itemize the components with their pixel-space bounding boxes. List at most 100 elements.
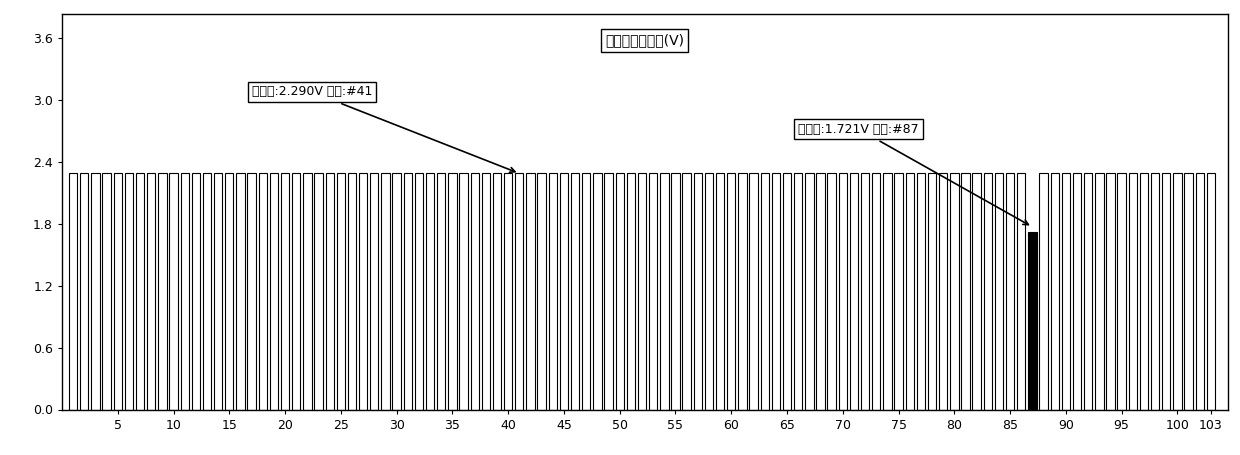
Bar <box>370 173 378 410</box>
Bar <box>337 173 345 410</box>
Bar <box>838 173 847 410</box>
Bar <box>92 173 99 410</box>
Bar <box>448 173 456 410</box>
Bar <box>682 173 691 410</box>
Bar <box>226 173 233 410</box>
Bar <box>660 173 668 410</box>
Bar <box>582 173 590 410</box>
Bar <box>270 173 278 410</box>
Bar <box>1162 173 1171 410</box>
Bar <box>1117 173 1126 410</box>
Bar <box>358 173 367 410</box>
Bar <box>148 173 155 410</box>
Bar <box>515 173 523 410</box>
Bar <box>503 173 512 410</box>
Bar <box>436 173 445 410</box>
Bar <box>994 173 1003 410</box>
Bar <box>704 173 713 410</box>
Bar <box>615 173 624 410</box>
Bar <box>861 173 869 410</box>
Bar <box>1061 173 1070 410</box>
Bar <box>103 173 110 410</box>
Bar <box>392 173 401 410</box>
Bar <box>939 173 947 410</box>
Bar <box>849 173 858 410</box>
Bar <box>883 173 892 410</box>
Bar <box>237 173 244 410</box>
Bar <box>1095 173 1104 410</box>
Bar <box>1073 173 1081 410</box>
Bar <box>181 173 188 410</box>
Bar <box>794 173 802 410</box>
Bar <box>1084 173 1092 410</box>
Bar <box>916 173 925 410</box>
Bar <box>559 173 568 410</box>
Bar <box>170 173 177 410</box>
Bar <box>293 173 300 410</box>
Bar <box>403 173 412 410</box>
Bar <box>872 173 880 410</box>
Bar <box>548 173 557 410</box>
Bar <box>1128 173 1137 410</box>
Bar <box>816 173 825 410</box>
Bar <box>738 173 746 410</box>
Bar <box>1039 173 1048 410</box>
Bar <box>1050 173 1059 410</box>
Bar <box>348 173 356 410</box>
Bar <box>1106 173 1115 410</box>
Bar <box>304 173 311 410</box>
Bar <box>671 173 680 410</box>
Bar <box>1017 173 1025 410</box>
Bar <box>760 173 769 410</box>
Bar <box>693 173 702 410</box>
Bar <box>259 173 267 410</box>
Bar <box>805 173 813 410</box>
Bar <box>649 173 657 410</box>
Bar <box>1028 232 1037 410</box>
Bar <box>827 173 836 410</box>
Bar <box>1140 173 1148 410</box>
Bar <box>526 173 534 410</box>
Bar <box>125 173 133 410</box>
Bar <box>192 173 200 410</box>
Bar <box>972 173 981 410</box>
Bar <box>326 173 334 410</box>
Text: 蓄电池单体电压(V): 蓄电池单体电压(V) <box>605 34 684 47</box>
Bar <box>1184 173 1193 410</box>
Bar <box>315 173 322 410</box>
Bar <box>593 173 601 410</box>
Bar <box>1006 173 1014 410</box>
Bar <box>570 173 579 410</box>
Bar <box>715 173 724 410</box>
Bar <box>771 173 780 410</box>
Bar <box>381 173 389 410</box>
Bar <box>1151 173 1159 410</box>
Bar <box>425 173 434 410</box>
Bar <box>637 173 646 410</box>
Bar <box>604 173 613 410</box>
Text: 最大値:2.290V 编号:#41: 最大値:2.290V 编号:#41 <box>252 86 515 172</box>
Bar <box>470 173 479 410</box>
Bar <box>894 173 903 410</box>
Bar <box>626 173 635 410</box>
Bar <box>459 173 467 410</box>
Bar <box>159 173 166 410</box>
Bar <box>905 173 914 410</box>
Bar <box>983 173 992 410</box>
Bar <box>414 173 423 410</box>
Bar <box>69 173 77 410</box>
Bar <box>537 173 546 410</box>
Text: 最小値:1.721V 编号:#87: 最小値:1.721V 编号:#87 <box>799 122 1028 225</box>
Bar <box>950 173 959 410</box>
Bar <box>1207 173 1215 410</box>
Bar <box>928 173 936 410</box>
Bar <box>114 173 122 410</box>
Bar <box>749 173 758 410</box>
Bar <box>1195 173 1204 410</box>
Bar <box>81 173 88 410</box>
Bar <box>961 173 970 410</box>
Bar <box>136 173 144 410</box>
Bar <box>248 173 255 410</box>
Bar <box>727 173 735 410</box>
Bar <box>1173 173 1182 410</box>
